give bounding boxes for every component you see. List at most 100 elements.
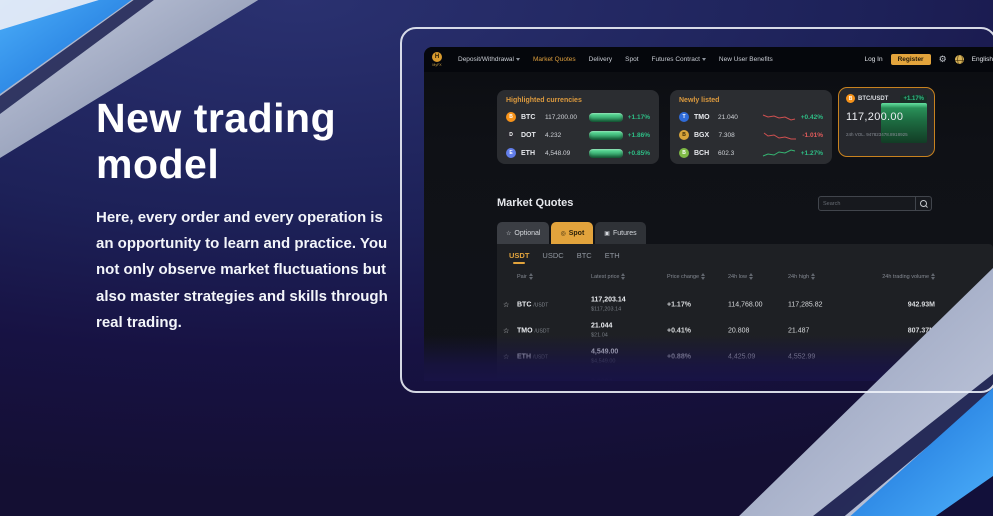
currency-row-eth[interactable]: E ETH 4,548.09 +0.85% bbox=[497, 144, 659, 162]
table-row-tmo[interactable]: ☆ TMO /USDT 21.044 $21.04 +0.41% 20.808 2… bbox=[497, 318, 993, 344]
volume-label: 24h VOL. bbox=[846, 132, 866, 137]
currency-change: -1.01% bbox=[802, 131, 823, 139]
column-header-latest-price[interactable]: Latest price bbox=[591, 273, 626, 280]
currency-symbol: BGX bbox=[694, 131, 710, 139]
app-logo[interactable]: H MyFX bbox=[432, 52, 442, 67]
bch-icon: B bbox=[679, 148, 689, 158]
column-header-24h-low[interactable]: 24h low bbox=[728, 273, 753, 280]
gear-icon[interactable]: ⚙ bbox=[938, 54, 947, 64]
table-row-btc[interactable]: ☆ BTC /USDT 117,203.14 $117,203.14 +1.17%… bbox=[497, 292, 993, 318]
nav-item-market-quotes[interactable]: Market Quotes bbox=[533, 56, 576, 63]
section-title: Market Quotes bbox=[497, 197, 574, 209]
sort-icon bbox=[811, 273, 816, 280]
sort-icon bbox=[621, 273, 626, 280]
high-cell: 4,552.99 bbox=[788, 353, 816, 361]
subtab-eth[interactable]: ETH bbox=[604, 251, 620, 260]
volume-value: 947823478.8918925 bbox=[866, 132, 908, 137]
page-title: New trading model bbox=[96, 95, 396, 188]
login-button[interactable]: Log In bbox=[864, 56, 883, 63]
price-main: 4,549.00 bbox=[591, 348, 619, 356]
currency-row-btc[interactable]: B BTC 117,200.00 +1.17% bbox=[497, 108, 659, 126]
column-header-volume[interactable]: 24h trading volume bbox=[827, 273, 935, 280]
subtab-usdc[interactable]: USDC bbox=[542, 251, 564, 260]
search-button[interactable] bbox=[915, 197, 931, 210]
language-selector[interactable]: English bbox=[971, 56, 993, 63]
tab-spot[interactable]: ◎ Spot bbox=[551, 222, 594, 244]
price-cell: 117,203.14 $117,203.14 bbox=[591, 296, 626, 314]
price-main: 117,203.14 bbox=[591, 296, 626, 304]
subtab-usdt[interactable]: USDT bbox=[509, 251, 529, 264]
currency-row-dot[interactable]: D DOT 4.232 +1.86% bbox=[497, 126, 659, 144]
currency-row-tmo[interactable]: T TMO 21.040 +0.42% bbox=[670, 108, 832, 126]
tab-label: Futures bbox=[612, 229, 637, 237]
search-input[interactable] bbox=[819, 200, 915, 207]
card-title: Highlighted currencies bbox=[506, 97, 582, 104]
dot-icon: D bbox=[506, 130, 516, 140]
nav-label: New User Benefits bbox=[718, 56, 773, 63]
price-main: 21.044 bbox=[591, 322, 613, 330]
currency-change: +0.42% bbox=[800, 113, 823, 121]
nav-item-futures-contract[interactable]: Futures Contract bbox=[652, 56, 706, 63]
tab-optional[interactable]: ☆ Optional bbox=[497, 222, 550, 244]
logo-icon: H bbox=[432, 52, 442, 62]
title-line-2: model bbox=[96, 140, 220, 187]
table-row-eth[interactable]: ☆ ETH /USDT 4,549.00 $4,549.00 +0.88% 4,4… bbox=[497, 344, 993, 370]
register-button[interactable]: Register bbox=[890, 54, 931, 65]
nav-label: Futures Contract bbox=[651, 56, 700, 63]
currency-symbol: BTC bbox=[521, 113, 536, 121]
currency-price: 21.040 bbox=[717, 113, 738, 121]
chevron-down-icon bbox=[516, 58, 520, 61]
sort-icon bbox=[931, 273, 935, 280]
favorite-star-icon[interactable]: ☆ bbox=[503, 328, 510, 335]
column-header-price-change[interactable]: Price change bbox=[667, 273, 706, 280]
table-row-partial[interactable]: ☆ 0.0094 bbox=[497, 370, 993, 381]
currency-price: 7.308 bbox=[718, 131, 735, 139]
nav-item-deposit-withdrawal[interactable]: Deposit/Withdrawal bbox=[458, 56, 520, 63]
column-header-pair[interactable]: Pair bbox=[517, 273, 533, 280]
featured-price: 117,200.00 bbox=[846, 111, 904, 123]
featured-change-badge: +1.17% bbox=[900, 94, 927, 103]
currency-price: 4,548.09 bbox=[544, 149, 571, 157]
currency-price: 4.232 bbox=[544, 131, 562, 139]
btc-icon: B bbox=[506, 112, 516, 122]
favorite-star-icon[interactable]: ☆ bbox=[503, 354, 510, 361]
pair-cell: BTC /USDT bbox=[517, 302, 548, 309]
sort-icon bbox=[701, 273, 706, 280]
currency-change: +1.27% bbox=[800, 149, 823, 157]
nav-label: Market Quotes bbox=[533, 56, 576, 63]
nav-item-delivery[interactable]: Delivery bbox=[589, 56, 612, 63]
column-label: Latest price bbox=[591, 273, 620, 280]
eth-icon: E bbox=[506, 148, 516, 158]
currency-row-bgx[interactable]: B BGX 7.308 -1.01% bbox=[670, 126, 832, 144]
app-navbar: H MyFX Deposit/Withdrawal Market Quotes … bbox=[424, 47, 993, 72]
pair-quote: /USDT bbox=[534, 328, 550, 335]
currency-change: +0.85% bbox=[627, 149, 650, 157]
sparkline-down-icon bbox=[763, 130, 797, 141]
column-label: 24h high bbox=[788, 273, 810, 280]
market-tabs: ☆ Optional ◎ Spot ▣ Futures bbox=[497, 222, 646, 244]
low-cell: 4,425.09 bbox=[728, 353, 756, 361]
change-cell: +0.41% bbox=[667, 327, 691, 335]
subtab-btc[interactable]: BTC bbox=[576, 251, 592, 260]
nav-item-new-user-benefits[interactable]: New User Benefits bbox=[719, 56, 773, 63]
featured-pair: BTC/USDT bbox=[858, 95, 889, 102]
nav-item-spot[interactable]: Spot bbox=[625, 56, 638, 63]
nav-menu: Deposit/Withdrawal Market Quotes Deliver… bbox=[458, 56, 773, 63]
tab-label: Optional bbox=[514, 229, 541, 237]
volume-cell: 942.93M bbox=[907, 301, 935, 309]
column-header-24h-high[interactable]: 24h high bbox=[788, 273, 816, 280]
favorite-star-icon[interactable]: ☆ bbox=[503, 302, 510, 309]
sparkline-down-icon bbox=[762, 112, 796, 123]
tab-futures[interactable]: ▣ Futures bbox=[595, 222, 646, 244]
pair-quote: /USDT bbox=[532, 354, 548, 361]
quote-currency-tabs: USDT USDC BTC ETH bbox=[497, 244, 993, 264]
hero-description: Here, every order and every operation is… bbox=[96, 208, 388, 331]
quotes-table-panel: USDT USDC BTC ETH Pair Latest price Pric… bbox=[497, 244, 993, 381]
favorite-star-icon[interactable]: ☆ bbox=[503, 379, 509, 381]
globe-icon[interactable] bbox=[954, 55, 964, 64]
currency-row-bch[interactable]: B BCH 602.3 +1.27% bbox=[670, 144, 832, 162]
pair-cell: ETH /USDT bbox=[517, 354, 548, 361]
featured-pair-card[interactable]: B BTC/USDT +1.17% 117,200.00 24h VOL. 94… bbox=[838, 87, 935, 157]
pair-symbol: BTC bbox=[517, 301, 532, 309]
spot-icon: ◎ bbox=[560, 230, 566, 237]
